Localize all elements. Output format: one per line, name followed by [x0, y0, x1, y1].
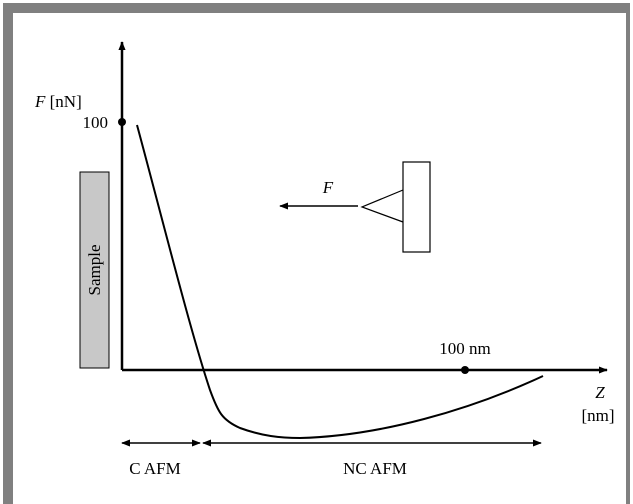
x-axis-unit: [nm] [581, 406, 614, 425]
cantilever [402, 161, 431, 253]
y-axis-label: F [nN] [34, 92, 82, 111]
sample-label: Sample [85, 245, 104, 296]
region-label: C AFM [129, 459, 181, 478]
x-marker-label: 100 nm [439, 339, 490, 358]
x-marker-dot [461, 366, 469, 374]
force-curve [136, 124, 544, 440]
tip [360, 189, 404, 223]
y-tick-label: 100 [83, 113, 109, 132]
x-axis-symbol: Z [595, 383, 605, 402]
force-label: F [322, 178, 334, 197]
y-tick-dot [118, 118, 126, 126]
region-label: NC AFM [343, 459, 407, 478]
y-axis-symbol: F [34, 92, 46, 111]
sample [79, 171, 110, 369]
y-axis-unit: [nN] [50, 92, 82, 111]
